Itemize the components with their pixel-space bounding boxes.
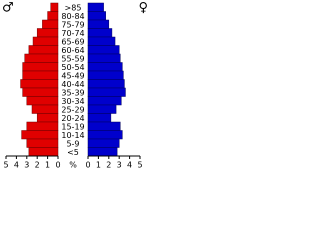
age-label: 70-74 <box>61 29 84 38</box>
age-label: 15-19 <box>61 122 84 131</box>
age-label: 80-84 <box>61 12 84 21</box>
x-tick-label: 0 <box>85 161 90 170</box>
age-label: 40-44 <box>61 80 84 89</box>
x-tick-label: 5 <box>137 161 142 170</box>
age-label: 35-39 <box>61 88 84 97</box>
female-bar <box>87 70 124 80</box>
x-tick-label: 4 <box>14 161 19 170</box>
female-bar <box>87 2 104 12</box>
female-bar <box>87 121 121 131</box>
female-bar <box>87 104 117 114</box>
age-label: 30-34 <box>61 97 84 106</box>
age-label: 5-9 <box>66 139 79 148</box>
male-bar <box>50 2 59 12</box>
male-bar <box>22 62 59 72</box>
x-tick-label: 3 <box>117 161 122 170</box>
female-bar <box>87 36 116 46</box>
female-bar <box>87 11 106 21</box>
x-tick-label: 2 <box>106 161 111 170</box>
male-bar <box>32 36 59 46</box>
male-bar <box>26 138 59 148</box>
age-label: >85 <box>65 3 82 12</box>
female-bar <box>87 62 123 72</box>
x-tick-label: 1 <box>96 161 101 170</box>
male-bar <box>26 96 59 106</box>
age-label: 60-64 <box>61 46 84 55</box>
age-label: 50-54 <box>61 63 84 72</box>
age-label: <5 <box>67 148 79 157</box>
male-bar <box>22 87 59 97</box>
unit-label: % <box>69 161 77 170</box>
male-bar <box>28 147 59 157</box>
female-bar <box>87 147 118 157</box>
male-bar <box>47 11 59 21</box>
male-symbol: ♂ <box>2 1 14 16</box>
x-tick-label: 1 <box>45 161 50 170</box>
male-bar <box>20 79 59 89</box>
male-bar <box>36 113 59 123</box>
chart: ♂ ♀ % >8580-8475-7970-7465-6960-6455-595… <box>2 1 148 170</box>
age-label: 75-79 <box>61 20 84 29</box>
male-bar <box>42 19 59 29</box>
female-bar <box>87 45 120 55</box>
x-tick-label: 0 <box>55 161 60 170</box>
female-bar <box>87 53 121 63</box>
age-label: 45-49 <box>61 71 84 80</box>
male-bar <box>26 121 59 131</box>
female-bar <box>87 130 123 140</box>
x-tick-label: 2 <box>35 161 40 170</box>
x-tick-label: 3 <box>24 161 29 170</box>
female-bar <box>87 28 113 38</box>
female-bar <box>87 19 110 29</box>
female-bar <box>87 113 112 123</box>
male-bar <box>28 45 59 55</box>
female-symbol: ♀ <box>138 1 148 16</box>
female-bar <box>87 96 122 106</box>
male-bar <box>36 28 59 38</box>
female-bar <box>87 138 120 148</box>
x-tick-label: 4 <box>127 161 132 170</box>
x-tick-label: 5 <box>3 161 8 170</box>
age-label: 65-69 <box>61 37 84 46</box>
female-bar <box>87 79 125 89</box>
female-bar <box>87 87 126 97</box>
age-label: 20-24 <box>61 114 84 123</box>
male-bar <box>31 104 59 114</box>
age-label: 25-29 <box>61 105 84 114</box>
male-bar <box>24 53 59 63</box>
age-label: 10-14 <box>61 131 84 140</box>
male-bar <box>22 70 59 80</box>
male-bar <box>21 130 59 140</box>
age-label: 55-59 <box>61 54 84 63</box>
